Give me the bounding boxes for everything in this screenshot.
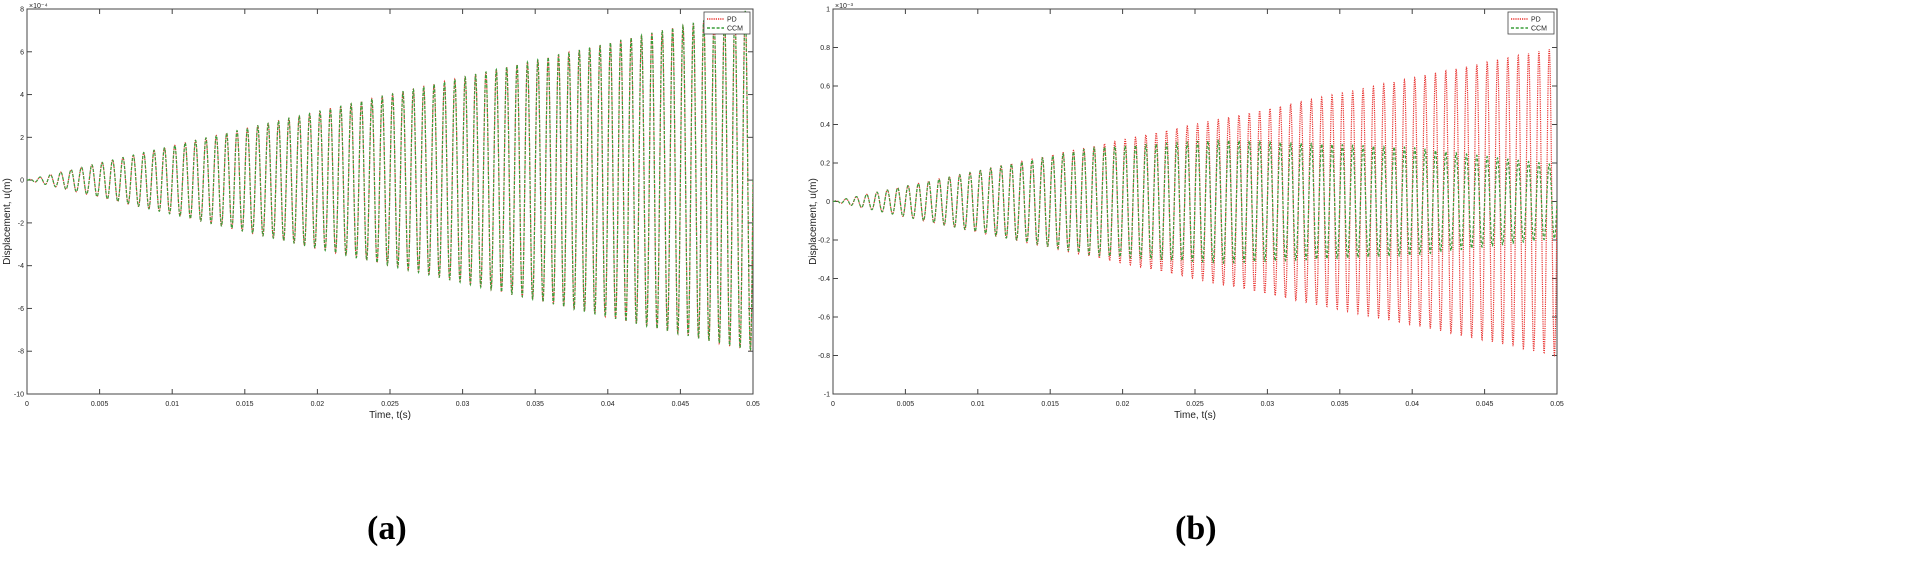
chart-panel-b: 0 0.005 0.01 0.015 0.02 0.025 0.03 0.035 0.04 0.0… [808, 3, 1564, 421]
y-axis-title: Displacement, u(m) [2, 178, 13, 265]
panel-label-b: (b) [1175, 510, 1217, 547]
x-tick-label: 0.03 [1261, 401, 1275, 408]
y-tick-label: 0.6 [820, 84, 830, 91]
y-tick-label: 0 [826, 199, 830, 206]
y-exponent-label: ×10⁻³ [835, 3, 854, 10]
x-tick-label: 0.04 [601, 401, 615, 408]
y-tick-label: 6 [20, 49, 24, 56]
x-tick-label: 0.01 [971, 401, 985, 408]
y-tick-label: -1 [824, 392, 830, 399]
legend-label: CCM [727, 26, 743, 33]
x-tick-label: 0.01 [165, 401, 179, 408]
y-tick-label: 1 [826, 7, 830, 14]
x-tick-label: 0.05 [746, 401, 760, 408]
x-tick-label: 0 [25, 401, 29, 408]
y-axis-title: Displacement, u(m) [808, 178, 819, 265]
y-tick-label: -0.8 [818, 353, 830, 360]
chart-panel-a: 0 0.005 0.01 0.015 0.02 0.025 0.03 0.035 0.04 0.0… [2, 3, 760, 421]
series-line-ccm [833, 139, 1557, 265]
y-tick-label: 0.2 [820, 161, 830, 168]
x-tick-label: 0.02 [311, 401, 325, 408]
x-tick-label: 0.015 [1041, 401, 1059, 408]
x-tick-label: 0.035 [1331, 401, 1349, 408]
y-tick-label: -0.4 [818, 276, 830, 283]
y-tick-label: 4 [20, 92, 24, 99]
y-exponent-label: ×10⁻⁴ [29, 3, 48, 10]
x-axis-title: Time, t(s) [369, 410, 411, 421]
x-tick-label: 0.05 [1550, 401, 1564, 408]
x-axis-title: Time, t(s) [1174, 410, 1216, 421]
series-line-pd [27, 10, 753, 351]
x-tick-label: 0.02 [1116, 401, 1130, 408]
x-tick-label: 0.03 [456, 401, 470, 408]
y-tick-label: 2 [20, 135, 24, 142]
legend-label: PD [1531, 17, 1541, 24]
legend-box [703, 11, 751, 35]
y-tick-label: -6 [18, 306, 24, 313]
legend-label: PD [727, 17, 737, 24]
panel-label-a: (a) [367, 510, 407, 547]
x-tick-label: 0.025 [381, 401, 399, 408]
y-tick-label: 0 [20, 178, 24, 185]
x-tick-label: 0.045 [672, 401, 690, 408]
legend-box [1507, 11, 1555, 35]
y-tick-label: 0.4 [820, 122, 830, 129]
y-tick-label: 8 [20, 7, 24, 14]
y-tick-label: -4 [18, 263, 24, 270]
y-tick-label: -0.6 [818, 315, 830, 322]
x-tick-label: 0.025 [1186, 401, 1204, 408]
x-tick-label: 0.035 [526, 401, 544, 408]
series-line-ccm [27, 10, 753, 351]
y-tick-label: -0.2 [818, 238, 830, 245]
legend-label: CCM [1531, 26, 1547, 33]
y-tick-label: -8 [18, 349, 24, 356]
x-tick-label: 0.005 [897, 401, 915, 408]
y-tick-label: 0.8 [820, 45, 830, 52]
x-tick-label: 0.04 [1405, 401, 1419, 408]
x-tick-label: 0.015 [236, 401, 254, 408]
x-tick-label: 0.005 [91, 401, 109, 408]
x-tick-label: 0.045 [1476, 401, 1494, 408]
x-tick-label: 0 [831, 401, 835, 408]
y-tick-label: -10 [14, 392, 24, 399]
y-tick-label: -2 [18, 220, 24, 227]
